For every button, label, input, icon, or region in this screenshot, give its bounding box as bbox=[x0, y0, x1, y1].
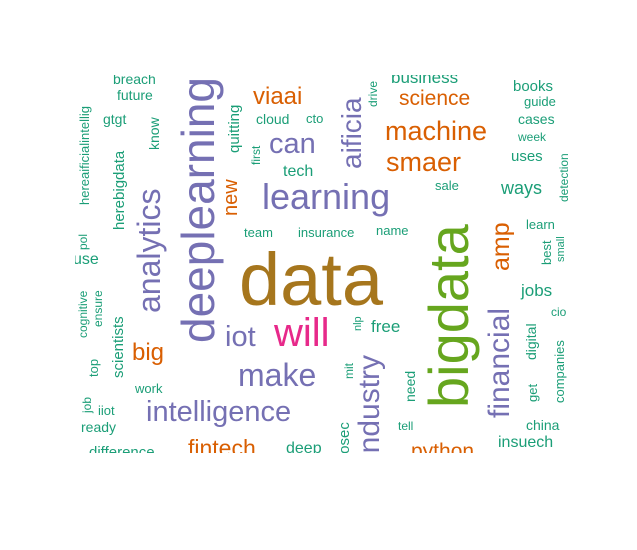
word-first: first bbox=[249, 145, 263, 165]
word-smaer: smaer bbox=[386, 147, 462, 177]
word-new: new bbox=[220, 179, 242, 216]
word-machine: machine bbox=[385, 116, 488, 146]
word-cio: cio bbox=[551, 305, 567, 319]
word-gtgt: gtgt bbox=[103, 111, 127, 127]
word-free: free bbox=[371, 317, 401, 336]
word-learning: learning bbox=[262, 176, 391, 217]
word-digital: digital bbox=[523, 323, 539, 360]
word-financial: financial bbox=[483, 307, 516, 418]
word-guide: guide bbox=[524, 94, 556, 109]
word-cloud-area: data will learning make intelligence can… bbox=[75, 75, 580, 453]
word-fosec: fosec bbox=[336, 422, 353, 453]
word-business: business bbox=[391, 75, 459, 87]
word-mit: mit bbox=[342, 363, 356, 379]
word-china: china bbox=[526, 417, 560, 433]
word-tech: tech bbox=[283, 163, 314, 180]
word-herebigdata: herebigdata bbox=[111, 150, 128, 230]
word-learn: learn bbox=[526, 217, 555, 232]
word-pol: pol bbox=[76, 233, 90, 250]
word-use: use bbox=[75, 251, 99, 268]
word-insuech: insuech bbox=[498, 434, 554, 451]
word-data: data bbox=[239, 238, 384, 321]
word-science: science bbox=[399, 87, 471, 110]
word-cto: cto bbox=[306, 111, 324, 126]
word-aificia: aificia bbox=[336, 97, 367, 169]
word-python: python bbox=[411, 440, 475, 453]
word-will: will bbox=[274, 311, 330, 355]
word-difference: difference bbox=[89, 444, 155, 453]
word-get: get bbox=[525, 383, 540, 402]
word-big: big bbox=[132, 339, 165, 366]
word-deep: deep bbox=[286, 440, 322, 454]
word-iot: iot bbox=[225, 321, 256, 353]
word-books: books bbox=[513, 78, 554, 95]
word-companies: companies bbox=[552, 340, 567, 403]
word-nlp: nlp bbox=[352, 316, 364, 331]
word-week: week bbox=[518, 130, 547, 144]
word-iiot: iiot bbox=[98, 403, 115, 418]
word-know: know bbox=[146, 117, 162, 150]
word-cognitive: cognitive bbox=[76, 290, 90, 338]
word-quitting: quitting bbox=[226, 104, 243, 153]
word-best: best bbox=[539, 240, 554, 265]
word-insurance: insurance bbox=[298, 225, 355, 240]
word-cases: cases bbox=[518, 111, 555, 127]
word-intelligence: intelligence bbox=[146, 396, 292, 428]
word-amp: amp bbox=[487, 222, 515, 271]
word-small: small bbox=[555, 236, 567, 262]
word-viaai: viaai bbox=[253, 83, 303, 110]
word-breach: breach bbox=[113, 75, 156, 87]
word-uses: uses bbox=[511, 148, 543, 165]
word-hereaificialintellig: hereaificialintellig bbox=[77, 106, 92, 205]
word-cloud: cloud bbox=[256, 111, 290, 127]
word-tell: tell bbox=[398, 419, 414, 433]
word-fintech: fintech bbox=[188, 435, 256, 454]
word-ready: ready bbox=[81, 419, 117, 435]
word-future: future bbox=[117, 87, 153, 103]
word-deeplearning: deeplearning bbox=[172, 76, 224, 343]
word-ensure: ensure bbox=[91, 290, 105, 327]
word-can: can bbox=[269, 128, 316, 160]
word-scientists: scientists bbox=[110, 316, 127, 378]
word-analytics: analytics bbox=[131, 188, 167, 314]
word-need: need bbox=[402, 370, 418, 402]
word-detection: detection bbox=[557, 153, 571, 202]
word-jobs: jobs bbox=[521, 281, 553, 300]
word-drive: drive bbox=[366, 80, 380, 107]
word-job: job bbox=[80, 396, 94, 413]
word-team: team bbox=[244, 225, 273, 240]
word-bigdata: bigdata bbox=[417, 224, 480, 408]
word-make: make bbox=[238, 357, 317, 393]
word-industry: industry bbox=[353, 354, 386, 453]
word-top: top bbox=[86, 358, 101, 377]
word-work: work bbox=[135, 381, 163, 396]
word-ways: ways bbox=[501, 178, 543, 198]
word-name: name bbox=[376, 223, 409, 238]
word-sale: sale bbox=[435, 178, 459, 193]
